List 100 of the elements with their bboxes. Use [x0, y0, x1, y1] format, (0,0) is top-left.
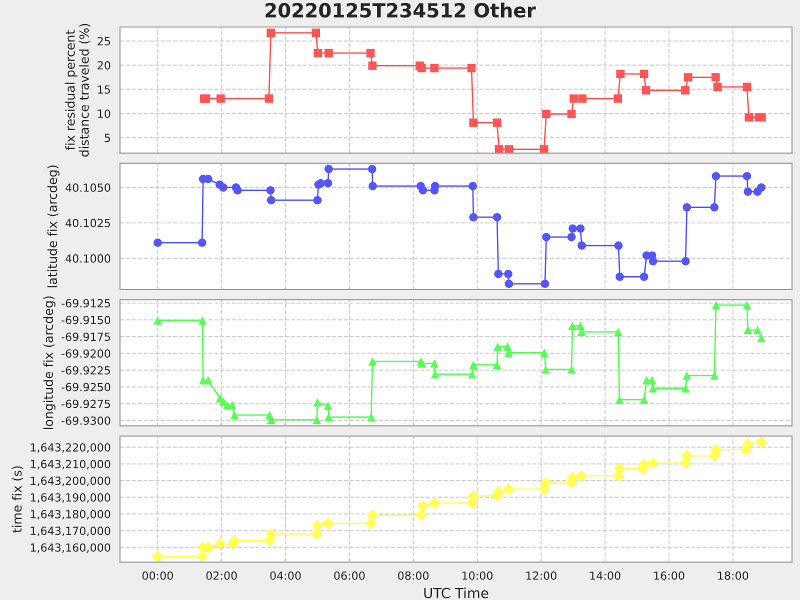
point	[682, 371, 692, 380]
x-tick-label: 04:00	[270, 571, 301, 580]
point	[753, 326, 762, 334]
point	[757, 334, 766, 342]
point	[742, 172, 752, 180]
point	[616, 272, 624, 281]
point	[542, 110, 550, 118]
point	[469, 360, 478, 369]
x-tick-label: 18:00	[718, 571, 748, 580]
point	[504, 270, 512, 278]
point	[469, 213, 478, 222]
point	[366, 412, 376, 422]
point	[504, 145, 514, 154]
y-axis-title: fix residual percent distance traveled (%)	[65, 24, 90, 157]
point	[757, 113, 766, 122]
point	[540, 280, 550, 288]
point	[312, 416, 322, 424]
point	[757, 183, 766, 192]
point	[570, 94, 578, 103]
point	[642, 86, 650, 94]
y-tick-label: 40.1025	[66, 218, 110, 228]
point	[492, 360, 502, 369]
point	[542, 232, 550, 242]
point	[264, 94, 274, 103]
point	[576, 224, 585, 233]
y-axis-title: longitude fix (arcdeg)	[43, 296, 56, 430]
point	[503, 342, 512, 351]
point	[313, 398, 322, 407]
x-tick-label: 12:00	[526, 571, 556, 580]
point	[233, 186, 242, 194]
point	[640, 70, 648, 78]
point	[744, 113, 754, 122]
point	[648, 384, 658, 392]
point	[494, 270, 503, 278]
point	[324, 412, 333, 422]
point	[614, 94, 622, 103]
point	[616, 70, 625, 78]
y-tick-label: -69.9300	[62, 416, 110, 425]
point	[154, 316, 162, 325]
y-tick-label: -69.9250	[62, 382, 110, 392]
point	[684, 73, 692, 82]
point	[368, 357, 377, 366]
point	[368, 182, 377, 190]
point	[324, 164, 333, 174]
point	[681, 256, 690, 266]
y-tick-label: 10	[98, 109, 110, 118]
point	[366, 48, 375, 58]
point	[324, 402, 332, 410]
point	[469, 118, 478, 127]
y-tick-label: 1,643,160,000	[30, 543, 110, 553]
point	[430, 370, 440, 378]
point	[219, 183, 228, 192]
point	[467, 64, 476, 72]
point	[614, 328, 622, 336]
point	[614, 241, 623, 250]
point	[568, 224, 577, 233]
point	[578, 241, 586, 250]
x-tick-label: 14:00	[590, 571, 620, 580]
point	[744, 188, 752, 196]
point	[713, 82, 722, 92]
point	[681, 86, 690, 94]
y-axis-title: time fix (s)	[12, 466, 24, 533]
y-tick-label: 1,643,180,000	[30, 510, 110, 520]
point	[198, 316, 207, 325]
x-tick-label: 16:00	[654, 571, 684, 580]
y-tick-label: 1,643,210,000	[30, 460, 110, 470]
x-tick-label: 02:00	[206, 571, 237, 580]
point	[430, 64, 439, 72]
x-axis-title: UTC Time	[424, 588, 488, 598]
point	[710, 371, 719, 380]
point	[314, 48, 322, 58]
y-tick-label: -69.9125	[62, 299, 110, 308]
point	[568, 322, 577, 330]
point	[711, 73, 720, 82]
y-tick-label: -69.9175	[62, 332, 110, 341]
point	[312, 28, 320, 37]
x-tick-label: 00:00	[142, 571, 173, 580]
x-tick-label: 06:00	[334, 571, 365, 580]
point	[228, 400, 236, 410]
y-tick-label: 1,643,190,000	[30, 493, 110, 503]
point	[468, 370, 476, 378]
point	[681, 384, 690, 392]
point	[504, 280, 514, 288]
y-tick-label: 25	[98, 36, 110, 46]
point	[494, 145, 504, 154]
y-tick-label: 1,643,200,000	[30, 476, 110, 486]
y-tick-label: -69.9150	[62, 316, 110, 324]
point	[712, 172, 720, 180]
point	[541, 365, 550, 374]
point	[204, 376, 212, 384]
point	[742, 300, 752, 310]
y-tick-label: 15	[98, 85, 110, 94]
point	[316, 179, 325, 188]
point	[682, 203, 692, 212]
point	[540, 348, 549, 357]
y-tick-label: 40.1050	[66, 183, 110, 192]
point	[744, 326, 752, 334]
point	[418, 186, 428, 194]
point	[324, 48, 333, 58]
y-tick-label: 40.1000	[66, 254, 110, 263]
